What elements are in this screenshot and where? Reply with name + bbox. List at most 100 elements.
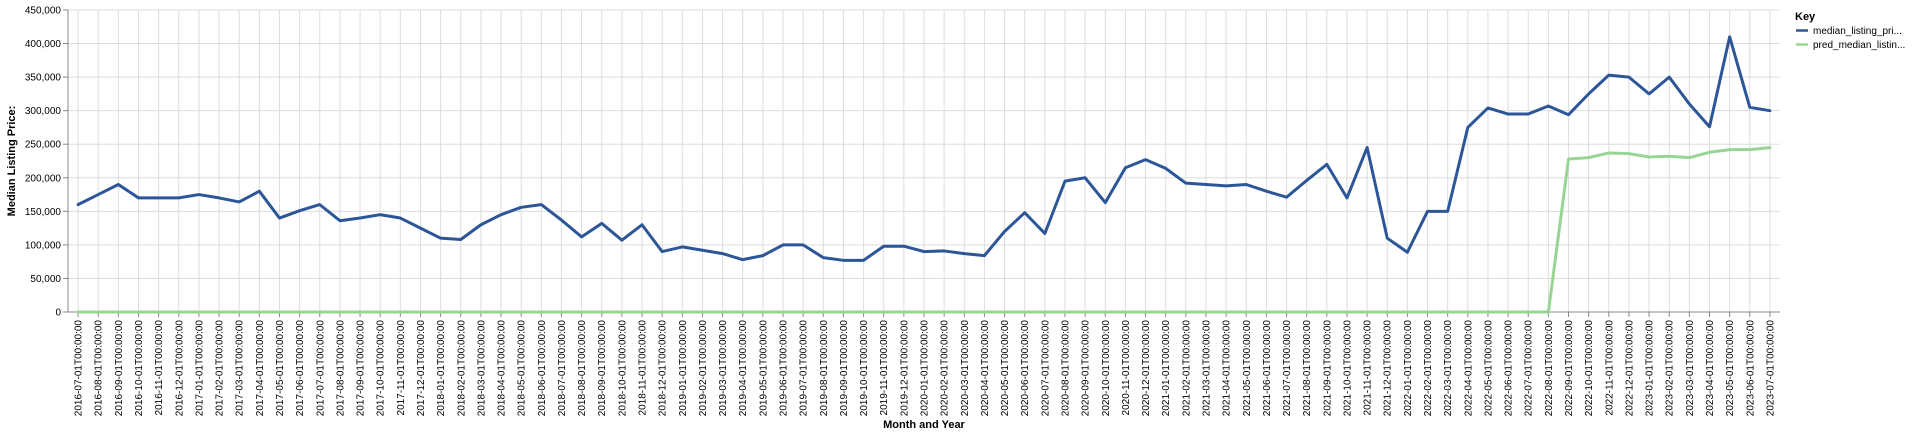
x-tick-label: 2018-07-01T00:00:00: [557, 320, 568, 417]
x-tick-label: 2021-12-01T00:00:00: [1383, 320, 1394, 417]
x-tick-label: 2019-11-01T00:00:00: [879, 320, 890, 416]
x-tick-label: 2016-11-01T00:00:00: [154, 320, 165, 416]
x-tick-label: 2023-04-01T00:00:00: [1705, 320, 1716, 417]
y-tick-label: 150,000: [25, 207, 62, 218]
x-tick-label: 2017-12-01T00:00:00: [416, 320, 427, 417]
x-tick-label: 2017-08-01T00:00:00: [335, 320, 346, 417]
x-tick-label: 2023-07-01T00:00:00: [1765, 320, 1776, 417]
x-tick-label: 2017-03-01T00:00:00: [235, 320, 246, 417]
series-line-2: [76, 146, 1772, 314]
x-tick-label: 2018-09-01T00:00:00: [597, 320, 608, 417]
x-tick-label: 2022-08-01T00:00:00: [1544, 320, 1555, 417]
x-tick-label: 2022-06-01T00:00:00: [1504, 320, 1515, 417]
x-tick-label: 2020-03-01T00:00:00: [960, 320, 971, 417]
x-tick-label: 2018-11-01T00:00:00: [638, 320, 649, 416]
y-axis-title: Median Listing Price:: [6, 106, 18, 217]
x-tick-label: 2020-07-01T00:00:00: [1040, 320, 1051, 417]
x-tick-label: 2017-07-01T00:00:00: [315, 320, 326, 417]
x-tick-label: 2019-04-01T00:00:00: [738, 320, 749, 417]
x-tick-label: 2023-06-01T00:00:00: [1745, 320, 1756, 417]
x-tick-label: 2023-01-01T00:00:00: [1645, 320, 1656, 417]
y-tick-label: 250,000: [25, 140, 62, 151]
y-tick-label: 300,000: [25, 106, 62, 117]
x-tick-label: 2018-02-01T00:00:00: [456, 320, 467, 417]
y-tick-label: 50,000: [30, 274, 61, 285]
x-tick-label: 2018-05-01T00:00:00: [517, 320, 528, 417]
x-tick-label: 2017-09-01T00:00:00: [356, 320, 367, 417]
x-tick-label: 2022-10-01T00:00:00: [1584, 320, 1595, 417]
x-tick-label: 2021-02-01T00:00:00: [1181, 320, 1192, 417]
x-tick-label: 2017-11-01T00:00:00: [396, 320, 407, 416]
x-tick-label: 2019-02-01T00:00:00: [698, 320, 709, 417]
x-tick-label: 2021-07-01T00:00:00: [1282, 320, 1293, 417]
x-tick-label: 2023-05-01T00:00:00: [1725, 320, 1736, 417]
y-tick-label: 400,000: [25, 39, 62, 50]
x-tick-label: 2021-06-01T00:00:00: [1262, 320, 1273, 417]
x-tick-label: 2016-12-01T00:00:00: [174, 320, 185, 417]
legend-items: median_listing_pri... pred_median_listin.…: [1796, 26, 1905, 51]
series-line-1: [76, 35, 1772, 262]
x-tick-label: 2017-01-01T00:00:00: [194, 320, 205, 417]
x-tick-label: 2018-06-01T00:00:00: [537, 320, 548, 417]
gridlines: [68, 9, 1780, 313]
x-tick-label: 2022-05-01T00:00:00: [1483, 320, 1494, 417]
legend: Key median_listing_pri... pred_median_lis…: [1795, 11, 1905, 51]
x-tick-label: 2020-09-01T00:00:00: [1081, 320, 1092, 417]
x-tick-label: 2022-07-01T00:00:00: [1524, 320, 1535, 417]
x-tick-label: 2017-02-01T00:00:00: [215, 320, 226, 417]
x-tick-label: 2021-01-01T00:00:00: [1161, 320, 1172, 417]
x-tick-label: 2019-03-01T00:00:00: [718, 320, 729, 417]
x-tick-label: 2021-10-01T00:00:00: [1342, 320, 1353, 417]
x-tick-label: 2021-08-01T00:00:00: [1302, 320, 1313, 417]
x-tick-label: 2017-10-01T00:00:00: [376, 320, 387, 417]
legend-label: median_listing_pri...: [1813, 26, 1902, 37]
legend-title: Key: [1795, 11, 1816, 23]
x-tick-label: 2018-10-01T00:00:00: [617, 320, 628, 417]
x-tick-label: 2016-10-01T00:00:00: [134, 320, 145, 417]
x-tick-label: 2019-12-01T00:00:00: [899, 320, 910, 417]
x-tick-label: 2022-03-01T00:00:00: [1443, 320, 1454, 417]
x-tick-label: 2018-12-01T00:00:00: [658, 320, 669, 417]
x-tick-label: 2019-05-01T00:00:00: [758, 320, 769, 417]
x-tick-label: 2020-12-01T00:00:00: [1141, 320, 1152, 417]
x-tick-label: 2021-11-01T00:00:00: [1363, 320, 1374, 416]
x-tick-label: 2019-08-01T00:00:00: [819, 320, 830, 417]
x-tick-label: 2021-05-01T00:00:00: [1242, 320, 1253, 417]
x-tick-label: 2017-05-01T00:00:00: [275, 320, 286, 417]
x-tick-label: 2021-04-01T00:00:00: [1222, 320, 1233, 417]
legend-label: pred_median_listin...: [1813, 40, 1905, 51]
x-tick-label: 2018-03-01T00:00:00: [476, 320, 487, 417]
x-tick-label: 2022-12-01T00:00:00: [1624, 320, 1635, 417]
axes: 0 50,000 100,000 150,000 200,000 250,000 300,0…: [25, 6, 1780, 417]
x-tick-label: 2018-04-01T00:00:00: [497, 320, 508, 417]
x-tick-label: 2022-01-01T00:00:00: [1403, 320, 1414, 417]
y-tick-label: 100,000: [25, 240, 62, 251]
x-tick-label: 2020-08-01T00:00:00: [1060, 320, 1071, 417]
x-tick-label: 2018-08-01T00:00:00: [577, 320, 588, 417]
x-tick-label: 2019-10-01T00:00:00: [859, 320, 870, 417]
x-tick-label: 2020-11-01T00:00:00: [1121, 320, 1132, 416]
y-tick-label: 350,000: [25, 73, 62, 84]
y-tick-label: 0: [55, 308, 61, 319]
x-tick-label: 2016-09-01T00:00:00: [114, 320, 125, 417]
x-tick-label: 2020-05-01T00:00:00: [1000, 320, 1011, 417]
series-lines: [76, 35, 1772, 314]
x-tick-label: 2020-10-01T00:00:00: [1101, 320, 1112, 417]
x-tick-label: 2021-03-01T00:00:00: [1201, 320, 1212, 417]
x-tick-label: 2022-09-01T00:00:00: [1564, 320, 1575, 417]
y-tick-label: 200,000: [25, 173, 62, 184]
x-tick-label: 2023-02-01T00:00:00: [1665, 320, 1676, 417]
x-tick-label: 2020-04-01T00:00:00: [980, 320, 991, 417]
x-axis-title: Month and Year: [883, 419, 965, 431]
x-tick-label: 2022-11-01T00:00:00: [1604, 320, 1615, 416]
x-tick-label: 2020-01-01T00:00:00: [920, 320, 931, 417]
x-tick-label: 2017-04-01T00:00:00: [255, 320, 266, 417]
x-tick-label: 2020-02-01T00:00:00: [940, 320, 951, 417]
x-tick-label: 2020-06-01T00:00:00: [1020, 320, 1031, 417]
x-tick-label: 2016-07-01T00:00:00: [74, 320, 85, 417]
x-tick-label: 2021-09-01T00:00:00: [1322, 320, 1333, 417]
x-tick-label: 2022-02-01T00:00:00: [1423, 320, 1434, 417]
x-tick-label: 2019-09-01T00:00:00: [839, 320, 850, 417]
